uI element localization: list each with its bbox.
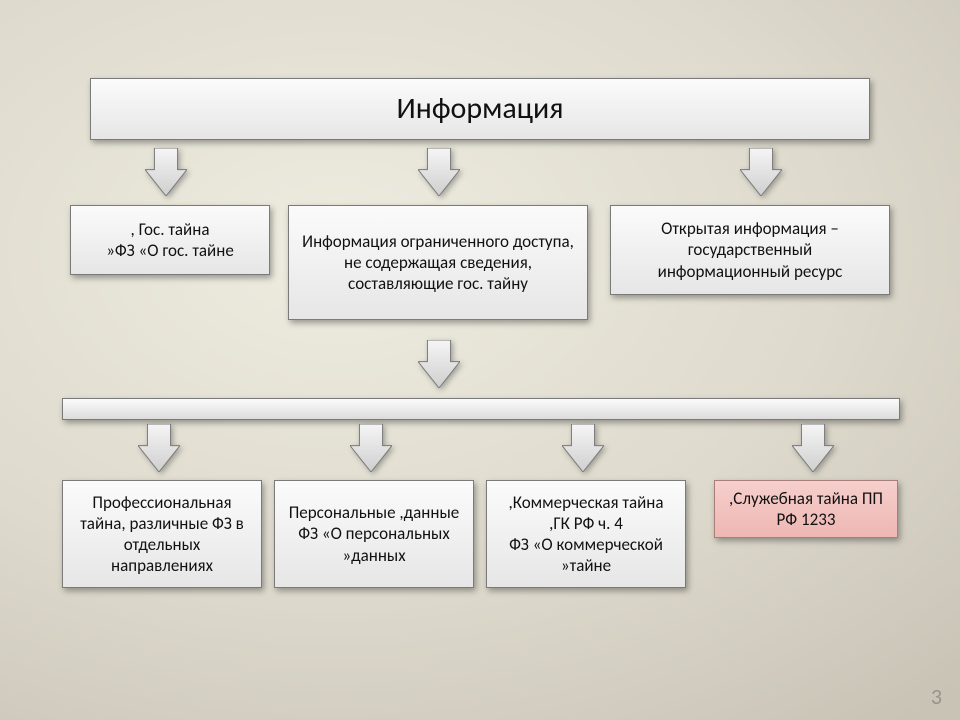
arrow-down-icon bbox=[350, 424, 392, 472]
arrow-down-icon bbox=[562, 424, 604, 472]
connector-bar bbox=[62, 398, 900, 420]
sub-category-box: Профессиональная тайна, различные ФЗ в о… bbox=[62, 480, 262, 588]
page-number: 3 bbox=[931, 683, 942, 710]
sub-category-box-highlighted: ,Служебная тайна ПП РФ 1233 bbox=[714, 480, 898, 538]
category-box: , Гос. тайна »ФЗ «О гос. тайне bbox=[70, 205, 270, 275]
title-box: Информация bbox=[90, 78, 870, 140]
sub-category-box: ,Коммерческая тайна ,ГК РФ ч. 4 ФЗ «О ко… bbox=[486, 480, 686, 588]
arrow-down-icon bbox=[792, 424, 834, 472]
arrow-down-icon bbox=[138, 424, 180, 472]
category-box: Информация ограниченного доступа, не сод… bbox=[288, 205, 588, 320]
arrow-down-icon bbox=[145, 148, 187, 196]
arrow-down-icon bbox=[418, 340, 460, 388]
arrow-down-icon bbox=[740, 148, 782, 196]
category-box: Открытая информация – государственный ин… bbox=[610, 205, 890, 295]
arrow-down-icon bbox=[418, 148, 460, 196]
sub-category-box: Персональные ,данные ФЗ «О персональных … bbox=[274, 480, 474, 588]
